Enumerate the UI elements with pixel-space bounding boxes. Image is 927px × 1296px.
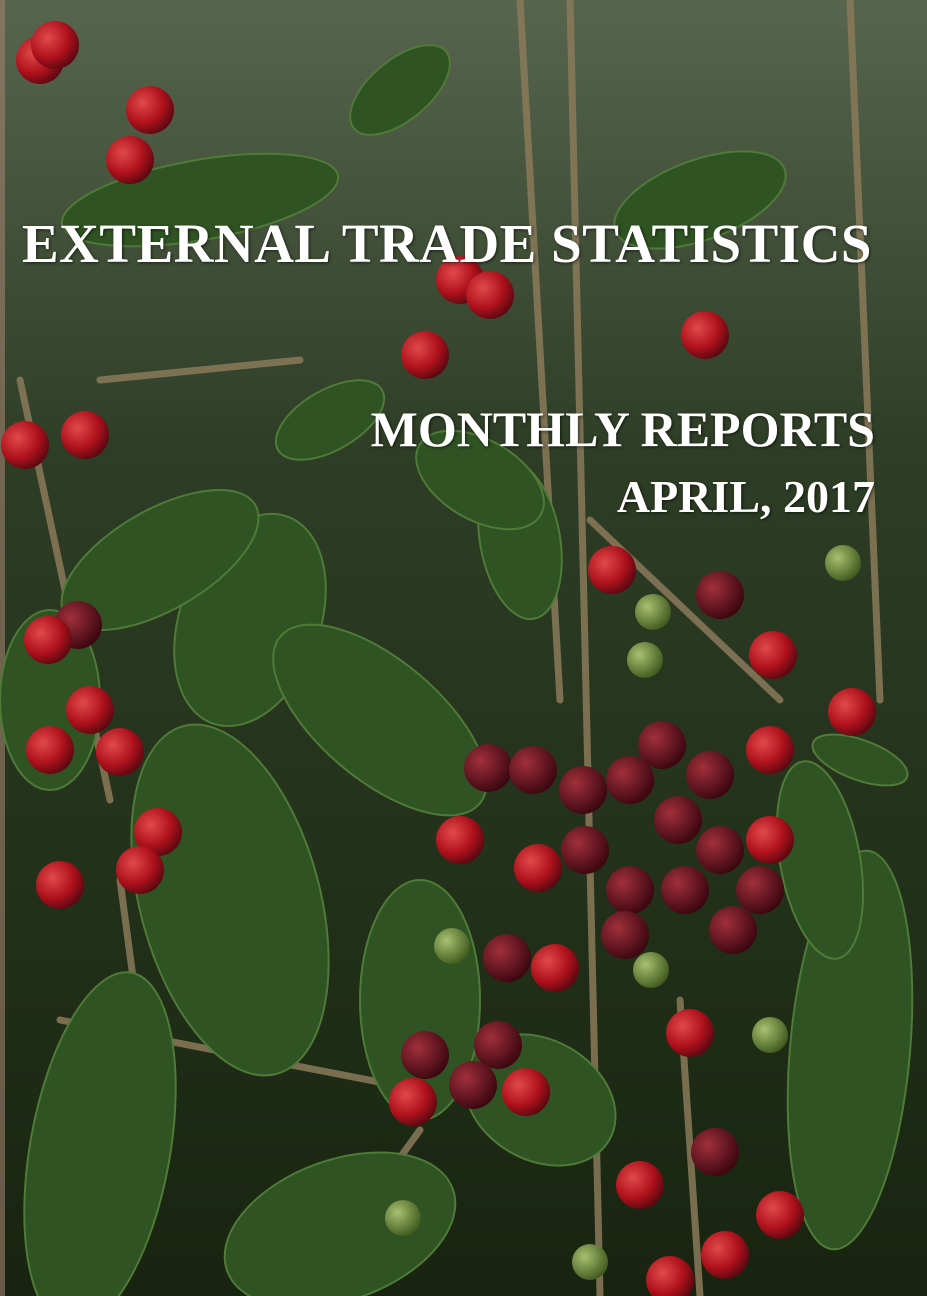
berry: [654, 796, 702, 844]
berry: [736, 866, 784, 914]
berry: [606, 866, 654, 914]
berry: [106, 136, 154, 184]
berry: [531, 944, 579, 992]
cover-photo: [0, 0, 927, 1296]
berry: [449, 1061, 497, 1109]
berry: [61, 411, 109, 459]
cover-subtitle: MONTHLY REPORTS: [371, 400, 875, 458]
berry: [559, 766, 607, 814]
berry: [66, 686, 114, 734]
cover-date: APRIL, 2017: [617, 470, 875, 523]
berry: [572, 1244, 608, 1280]
cover-page: EXTERNAL TRADE STATISTICS MONTHLY REPORT…: [0, 0, 927, 1296]
berry: [701, 1231, 749, 1279]
berry: [638, 721, 686, 769]
berry: [746, 726, 794, 774]
berry: [691, 1128, 739, 1176]
berry: [116, 846, 164, 894]
berry: [483, 934, 531, 982]
berry: [436, 816, 484, 864]
berry: [24, 616, 72, 664]
berry: [825, 545, 861, 581]
berry: [746, 816, 794, 864]
berry: [464, 744, 512, 792]
berry: [401, 331, 449, 379]
berry: [756, 1191, 804, 1239]
berry: [561, 826, 609, 874]
berry: [26, 726, 74, 774]
berry: [434, 928, 470, 964]
berry: [509, 746, 557, 794]
berry: [401, 1031, 449, 1079]
berry: [661, 866, 709, 914]
berry: [828, 688, 876, 736]
berry: [696, 571, 744, 619]
cover-title: EXTERNAL TRADE STATISTICS: [22, 212, 872, 275]
berry: [385, 1200, 421, 1236]
berry: [633, 952, 669, 988]
berry: [696, 826, 744, 874]
berry: [752, 1017, 788, 1053]
berry: [588, 546, 636, 594]
berry: [514, 844, 562, 892]
berry: [466, 271, 514, 319]
berry: [627, 642, 663, 678]
berry: [749, 631, 797, 679]
berry: [616, 1161, 664, 1209]
edge-stripe: [0, 0, 5, 1296]
berry: [31, 21, 79, 69]
berry: [686, 751, 734, 799]
berry: [502, 1068, 550, 1116]
berry: [1, 421, 49, 469]
berry: [96, 728, 144, 776]
berry: [389, 1078, 437, 1126]
berry: [474, 1021, 522, 1069]
berry: [36, 861, 84, 909]
berry: [126, 86, 174, 134]
berry: [601, 911, 649, 959]
berry: [635, 594, 671, 630]
berry: [666, 1009, 714, 1057]
berry: [681, 311, 729, 359]
berry: [709, 906, 757, 954]
